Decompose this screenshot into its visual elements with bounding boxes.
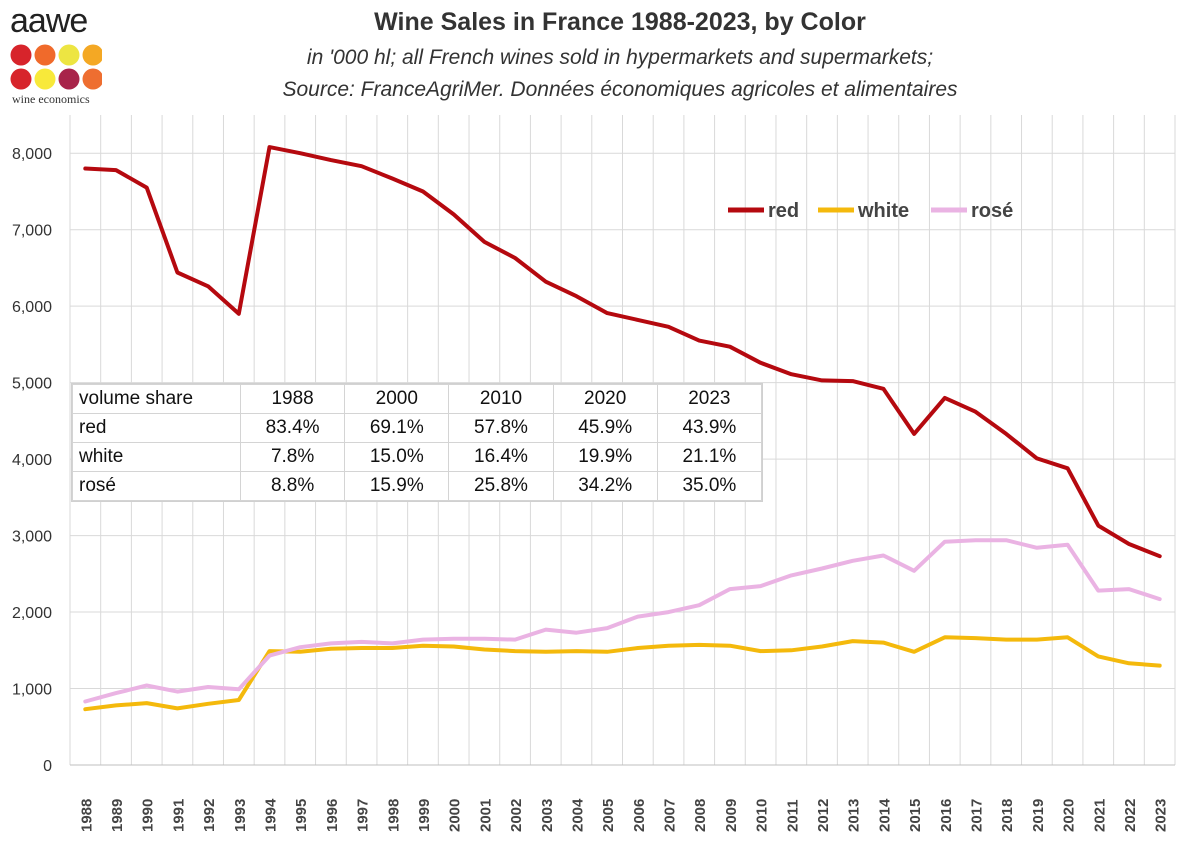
table-cell: white xyxy=(72,442,241,472)
x-tick-label: 1999 xyxy=(416,799,433,832)
table-header-cell: 2000 xyxy=(344,384,450,414)
table-row: white 7.8% 15.0% 16.4% 19.9% 21.1% xyxy=(72,442,763,472)
x-tick-label: 2008 xyxy=(692,799,709,832)
chart-subtitle-line-1: in '000 hl; all French wines sold in hyp… xyxy=(306,46,934,69)
legend-label-red: red xyxy=(768,200,799,222)
table-cell: 45.9% xyxy=(552,413,658,443)
table-cell: 15.0% xyxy=(344,442,450,472)
x-tick-label: 2020 xyxy=(1061,799,1078,832)
x-tick-label: 2006 xyxy=(631,799,648,832)
chart-subtitle-line-2: Source: FranceAgriMer. Données économiqu… xyxy=(282,78,958,101)
x-tick-label: 2013 xyxy=(846,799,863,832)
table-cell: 8.8% xyxy=(239,471,346,501)
x-tick-label: 2012 xyxy=(815,799,832,832)
logo-dot xyxy=(34,68,56,90)
x-tick-label: 2005 xyxy=(600,799,617,832)
x-tick-label: 1992 xyxy=(201,799,218,832)
table-cell: 21.1% xyxy=(656,442,763,472)
table-header-cell: 2020 xyxy=(552,384,658,414)
series-line-rose xyxy=(83,538,1162,704)
table-cell: 16.4% xyxy=(448,442,554,472)
x-tick-label: 2015 xyxy=(907,799,924,832)
table-header-cell: 1988 xyxy=(239,384,346,414)
table-row: rosé 8.8% 15.9% 25.8% 34.2% 35.0% xyxy=(72,471,763,501)
x-tick-label: 2014 xyxy=(876,798,893,832)
table-cell: 34.2% xyxy=(552,471,658,501)
x-tick-label: 2009 xyxy=(723,799,740,832)
table-cell: 15.9% xyxy=(344,471,450,501)
logo-dot xyxy=(82,68,102,90)
table-cell: 25.8% xyxy=(448,471,554,501)
legend: red white rosé xyxy=(728,200,1013,222)
logo-dot xyxy=(10,44,32,66)
x-tick-label: 2023 xyxy=(1153,799,1170,832)
x-tick-label: 1995 xyxy=(293,799,310,832)
table-cell: 35.0% xyxy=(656,471,763,501)
table-cell: 19.9% xyxy=(552,442,658,472)
y-tick-label: 3,000 xyxy=(12,529,52,546)
y-tick-label: 2,000 xyxy=(12,605,52,622)
x-tick-label: 2022 xyxy=(1122,799,1139,832)
aawe-logo: aawe wine economics xyxy=(10,2,110,108)
table-cell: 43.9% xyxy=(656,413,763,443)
x-tick-label: 2007 xyxy=(662,799,679,832)
x-tick-label: 2010 xyxy=(754,799,771,832)
x-tick-label: 1988 xyxy=(78,799,95,832)
x-tick-label: 2002 xyxy=(508,799,525,832)
table-cell: 83.4% xyxy=(239,413,346,443)
logo-dot xyxy=(10,68,32,90)
table-cell: 69.1% xyxy=(344,413,450,443)
chart-title: Wine Sales in France 1988-2023, by Color xyxy=(374,8,866,36)
x-tick-label: 1996 xyxy=(324,799,341,832)
logo-dot xyxy=(34,44,56,66)
x-tick-label: 1994 xyxy=(263,798,280,832)
logo-wordmark: aawe xyxy=(10,2,88,40)
logo-dot xyxy=(58,44,80,66)
table-cell: red xyxy=(72,413,241,443)
table-header-cell: 2023 xyxy=(656,384,763,414)
logo-dot xyxy=(58,68,80,90)
x-tick-label: 2019 xyxy=(1030,799,1047,832)
table-cell: 57.8% xyxy=(448,413,554,443)
y-tick-label: 0 xyxy=(43,758,52,775)
x-tick-label: 1990 xyxy=(140,799,157,832)
x-tick-label: 2000 xyxy=(447,799,464,832)
x-tick-label: 2018 xyxy=(999,799,1016,832)
table-cell: 7.8% xyxy=(239,442,346,472)
x-tick-label: 1989 xyxy=(109,799,126,832)
table-header-cell: volume share xyxy=(72,384,241,414)
logo-dot xyxy=(82,44,102,66)
table-header-row: volume share 1988 2000 2010 2020 2023 xyxy=(72,384,763,414)
y-tick-label: 6,000 xyxy=(12,299,52,316)
x-tick-label: 1997 xyxy=(355,799,372,832)
y-tick-label: 8,000 xyxy=(12,146,52,163)
y-axis-tick-labels: 0 1,000 2,000 3,000 4,000 5,000 6,000 7,000 8,00… xyxy=(12,146,52,775)
y-tick-label: 7,000 xyxy=(12,223,52,240)
legend-label-rose: rosé xyxy=(971,200,1013,222)
x-tick-label: 1991 xyxy=(170,799,187,832)
logo-subtitle: wine economics xyxy=(12,92,90,106)
x-tick-label: 2001 xyxy=(477,799,494,832)
legend-label-white: white xyxy=(857,200,909,222)
table-row: red 83.4% 69.1% 57.8% 45.9% 43.9% xyxy=(72,413,763,443)
volume-share-table: volume share 1988 2000 2010 2020 2023 re… xyxy=(71,383,763,502)
series-line-red xyxy=(83,145,1162,559)
x-tick-label: 1993 xyxy=(232,799,249,832)
x-tick-label: 2017 xyxy=(968,799,985,832)
x-tick-label: 2003 xyxy=(539,799,556,832)
y-tick-label: 5,000 xyxy=(12,376,52,393)
x-tick-label: 2011 xyxy=(784,799,801,832)
series-lines xyxy=(83,145,1162,712)
x-tick-label: 2021 xyxy=(1091,799,1108,832)
x-tick-label: 2004 xyxy=(569,798,586,832)
table-cell: rosé xyxy=(72,471,241,501)
table-header-cell: 2010 xyxy=(448,384,554,414)
y-tick-label: 4,000 xyxy=(12,452,52,469)
y-tick-label: 1,000 xyxy=(12,682,52,699)
x-tick-label: 1998 xyxy=(385,799,402,832)
x-axis-tick-labels: 1988 1989 1990 1991 1992 1993 1994 1995 1996 1997… xyxy=(78,798,1169,832)
logo-dots xyxy=(10,44,102,90)
x-tick-label: 2016 xyxy=(938,799,955,832)
